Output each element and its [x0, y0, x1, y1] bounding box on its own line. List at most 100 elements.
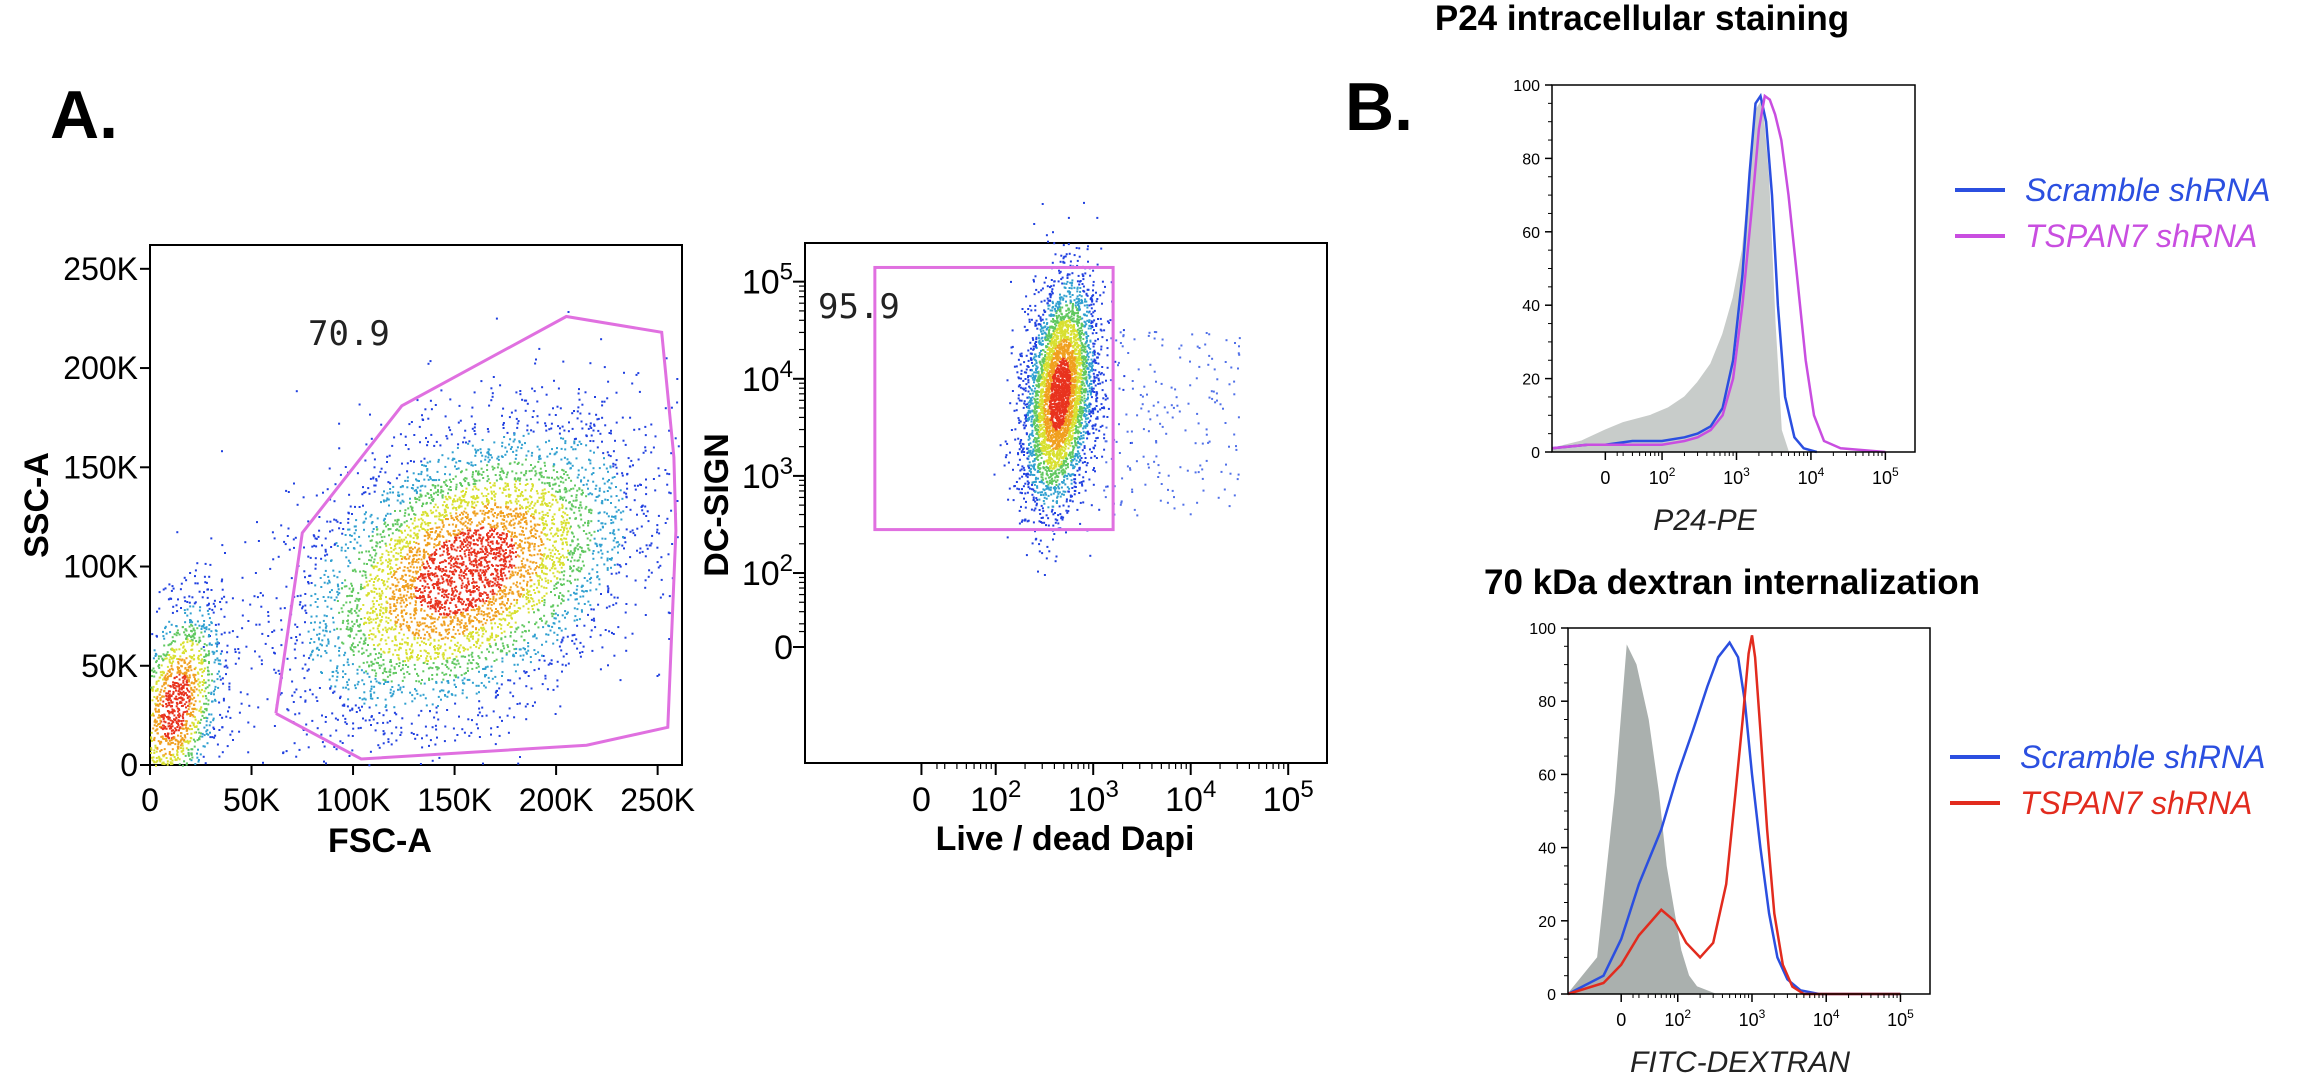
- event-dot: [513, 663, 516, 666]
- event-dot: [422, 693, 425, 696]
- event-dot: [507, 645, 510, 648]
- event-dot: [619, 679, 622, 682]
- event-dot: [523, 513, 525, 516]
- event-dot: [580, 480, 582, 483]
- event-dot: [560, 629, 563, 632]
- event-dot: [509, 605, 511, 608]
- event-dot: [260, 605, 263, 608]
- event-dot: [596, 571, 599, 574]
- event-dot: [513, 648, 516, 651]
- event-dot: [423, 539, 426, 542]
- event-dot: [390, 732, 393, 735]
- event-dot: [412, 580, 415, 583]
- event-dot: [579, 655, 582, 658]
- event-dot: [578, 388, 580, 391]
- event-dot: [515, 512, 518, 515]
- event-dot: [458, 620, 461, 623]
- event-dot: [453, 637, 456, 639]
- event-dot: [353, 538, 356, 541]
- event-dot: [403, 609, 406, 612]
- event-dot: [576, 578, 579, 581]
- event-dot: [433, 506, 436, 509]
- event-dot: [468, 583, 470, 586]
- event-dot: [580, 493, 583, 496]
- event-dot: [423, 457, 426, 460]
- event-dot: [600, 549, 603, 552]
- event-dot: [441, 578, 444, 581]
- event-dot: [395, 552, 398, 555]
- event-dot: [560, 566, 563, 569]
- event-dot: [365, 580, 368, 583]
- event-dot: [411, 509, 414, 512]
- event-dot: [564, 512, 567, 515]
- event-dot: [534, 510, 536, 513]
- event-dot: [455, 569, 458, 572]
- event-dot: [465, 468, 468, 471]
- event-dot: [460, 518, 463, 521]
- event-dot: [421, 737, 423, 740]
- event-dot: [323, 614, 326, 617]
- event-dot: [520, 540, 523, 543]
- event-dot: [541, 683, 544, 686]
- event-dot: [346, 683, 349, 686]
- event-dot: [504, 549, 507, 551]
- event-dot: [431, 606, 434, 609]
- event-dot: [559, 427, 561, 430]
- event-dot: [473, 644, 475, 646]
- event-dot: [589, 449, 592, 452]
- event-dot: [553, 631, 556, 634]
- event-dot: [518, 533, 521, 536]
- event-dot: [494, 743, 497, 746]
- event-dot: [529, 495, 532, 498]
- event-dot: [414, 546, 416, 549]
- event-dot: [520, 574, 523, 577]
- event-dot: [496, 581, 499, 584]
- event-dot: [401, 540, 404, 543]
- event-dot: [478, 592, 481, 595]
- event-dot: [534, 701, 536, 704]
- event-dot: [545, 503, 548, 505]
- event-dot: [434, 597, 437, 600]
- event-dot: [493, 495, 496, 498]
- event-dot: [493, 530, 495, 533]
- event-dot: [311, 719, 314, 722]
- event-dot: [540, 471, 543, 474]
- event-dot: [455, 536, 458, 539]
- event-dot: [548, 485, 551, 487]
- event-dot: [287, 527, 290, 530]
- event-dot: [670, 509, 673, 512]
- event-dot: [455, 645, 458, 647]
- event-dot: [477, 638, 480, 641]
- event-dot: [344, 543, 347, 546]
- event-dot: [498, 550, 501, 553]
- event-dot: [457, 662, 460, 665]
- event-dot: [425, 734, 428, 737]
- event-dot: [358, 557, 361, 560]
- event-dot: [324, 720, 327, 723]
- event-dot: [618, 564, 621, 567]
- event-dot: [434, 608, 437, 611]
- event-dot: [569, 574, 572, 577]
- event-dot: [474, 482, 477, 485]
- event-dot: [453, 612, 456, 615]
- event-dot: [319, 643, 322, 646]
- event-dot: [486, 475, 489, 478]
- event-dot: [241, 614, 244, 617]
- event-dot: [458, 715, 460, 718]
- event-dot: [229, 733, 232, 736]
- event-dot: [278, 672, 281, 675]
- event-dot: [423, 478, 426, 481]
- event-dot: [363, 702, 366, 705]
- event-dot: [458, 574, 461, 577]
- event-dot: [634, 603, 637, 606]
- event-dot: [496, 726, 499, 728]
- event-dot: [441, 570, 444, 573]
- event-dot: [537, 590, 540, 593]
- event-dot: [530, 489, 532, 492]
- event-dot: [426, 614, 429, 617]
- event-dot: [397, 529, 400, 532]
- event-dot: [453, 539, 456, 542]
- event-dot: [309, 688, 312, 691]
- event-dot: [402, 685, 405, 688]
- event-dot: [623, 547, 625, 550]
